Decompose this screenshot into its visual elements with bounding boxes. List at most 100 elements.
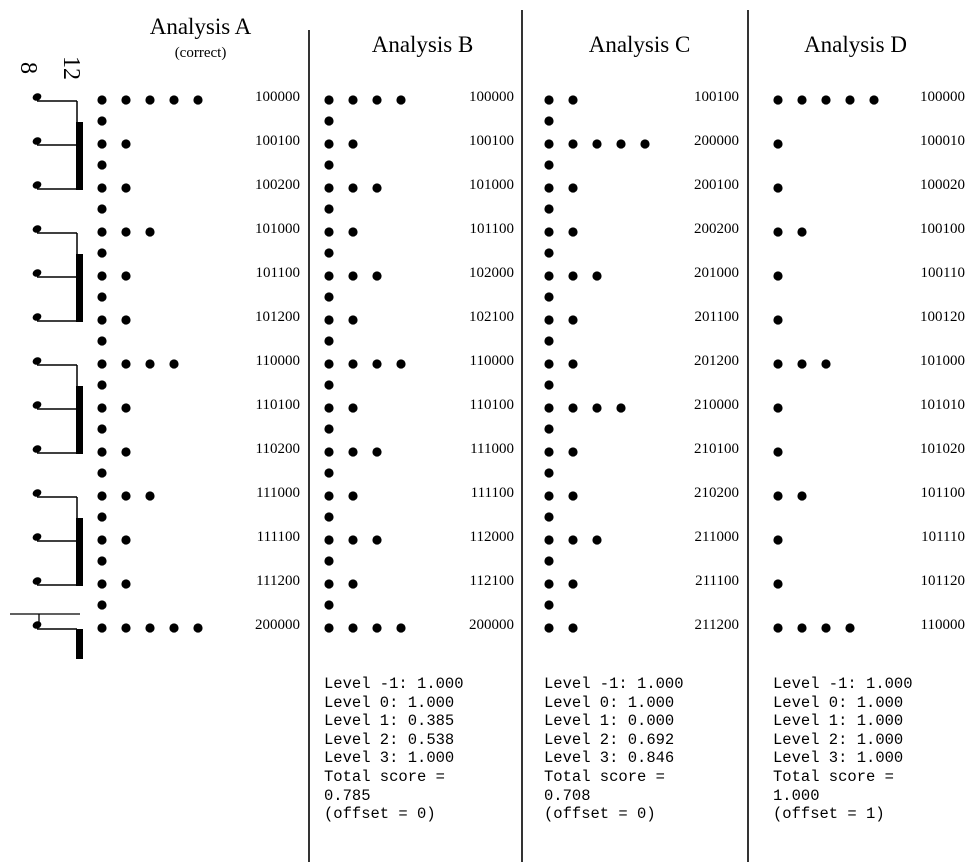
grid-dot: [324, 315, 334, 325]
grid-dot: [773, 315, 783, 325]
grid-dot: [97, 468, 107, 478]
grid-dot: [97, 95, 107, 105]
grid-dot: [773, 579, 783, 589]
grid-dot: [568, 271, 578, 281]
grid-dot: [169, 623, 179, 633]
onset-code: 100200: [255, 177, 300, 193]
grid-dot: [544, 512, 554, 522]
grid-dot: [544, 600, 554, 610]
grid-dot: [324, 139, 334, 149]
onset-code: 111200: [256, 573, 300, 589]
onset-code: 110000: [920, 617, 965, 633]
onset-code: 100120: [920, 309, 965, 325]
grid-dot: [97, 579, 107, 589]
grid-dot: [121, 359, 131, 369]
grid-dot: [324, 227, 334, 237]
grid-dot: [544, 556, 554, 566]
onset-code: 210000: [694, 397, 739, 413]
onset-code: 101200: [255, 309, 300, 325]
grid-dot: [348, 535, 358, 545]
score-line: 0.785: [324, 786, 371, 805]
grid-dot: [324, 535, 334, 545]
grid-dot: [97, 160, 107, 170]
grid-dot: [97, 535, 107, 545]
grid-dot: [372, 95, 382, 105]
grid-dot: [97, 600, 107, 610]
grid-dot: [592, 271, 602, 281]
onset-code: 110000: [469, 353, 514, 369]
grid-dot: [845, 623, 855, 633]
grid-dot: [324, 116, 334, 126]
onset-code: 101120: [920, 573, 965, 589]
grid-dot: [97, 491, 107, 501]
score-line: (offset = 0): [324, 805, 436, 824]
onset-code: 211100: [695, 573, 739, 589]
score-block: Level -1: 1.000 Level 0: 1.000 Level 1: 0.…: [324, 675, 464, 824]
grid-dot: [324, 292, 334, 302]
onset-code: 100100: [920, 221, 965, 237]
grid-dot: [773, 139, 783, 149]
grid-dot: [773, 623, 783, 633]
grid-dot: [869, 95, 879, 105]
onset-code: 200000: [469, 617, 514, 633]
score-line: Level 2: 0.538: [324, 730, 455, 749]
grid-dot: [97, 248, 107, 258]
grid-dot: [324, 336, 334, 346]
panel-c-title: Analysis C: [588, 32, 691, 57]
panel-a-subtitle: (correct): [174, 45, 227, 61]
onset-code: 110100: [255, 397, 300, 413]
onset-code: 101110: [921, 529, 965, 545]
grid-dot: [169, 359, 179, 369]
grid-dot: [592, 139, 602, 149]
onset-code: 201200: [694, 353, 739, 369]
grid-dot: [372, 271, 382, 281]
score-line: Total score =: [544, 767, 665, 786]
score-block: Level -1: 1.000 Level 0: 1.000 Level 1: 1.…: [773, 675, 913, 824]
onset-code: 102000: [469, 265, 514, 281]
onset-code: 100100: [469, 133, 514, 149]
onset-code: 101100: [255, 265, 300, 281]
grid-dot: [193, 623, 203, 633]
score-line: Level 1: 0.385: [324, 712, 455, 731]
grid-dot: [372, 183, 382, 193]
grid-dot: [821, 623, 831, 633]
onset-code: 110000: [255, 353, 300, 369]
note-head: [32, 181, 42, 189]
grid-dot: [324, 380, 334, 390]
onset-code: 100000: [255, 89, 300, 105]
grid-dot: [324, 600, 334, 610]
onset-code: 100000: [920, 89, 965, 105]
grid-dot: [324, 468, 334, 478]
grid-dot: [121, 227, 131, 237]
grid-dot: [348, 271, 358, 281]
grid-dot: [544, 491, 554, 501]
beam: [76, 386, 83, 454]
onset-code: 111000: [470, 441, 514, 457]
score-line: Level 0: 1.000: [544, 693, 675, 712]
grid-dot: [324, 556, 334, 566]
grid-dot: [121, 183, 131, 193]
grid-dot: [324, 512, 334, 522]
grid-dot: [544, 183, 554, 193]
grid-dot: [348, 623, 358, 633]
grid-dot: [773, 359, 783, 369]
grid-dot: [845, 95, 855, 105]
grid-dot: [169, 95, 179, 105]
score-line: Level 2: 0.692: [544, 730, 675, 749]
grid-dot: [592, 403, 602, 413]
onset-code: 100010: [920, 133, 965, 149]
grid-dot: [372, 359, 382, 369]
onset-code: 101100: [469, 221, 514, 237]
grid-dot: [324, 95, 334, 105]
grid-dot: [797, 359, 807, 369]
grid-dot: [396, 359, 406, 369]
onset-code: 200000: [694, 133, 739, 149]
grid-dot: [773, 447, 783, 457]
grid-dot: [773, 535, 783, 545]
onset-code: 100100: [694, 89, 739, 105]
grid-dot: [121, 139, 131, 149]
grid-dot: [145, 623, 155, 633]
grid-dot: [121, 535, 131, 545]
grid-dot: [97, 227, 107, 237]
